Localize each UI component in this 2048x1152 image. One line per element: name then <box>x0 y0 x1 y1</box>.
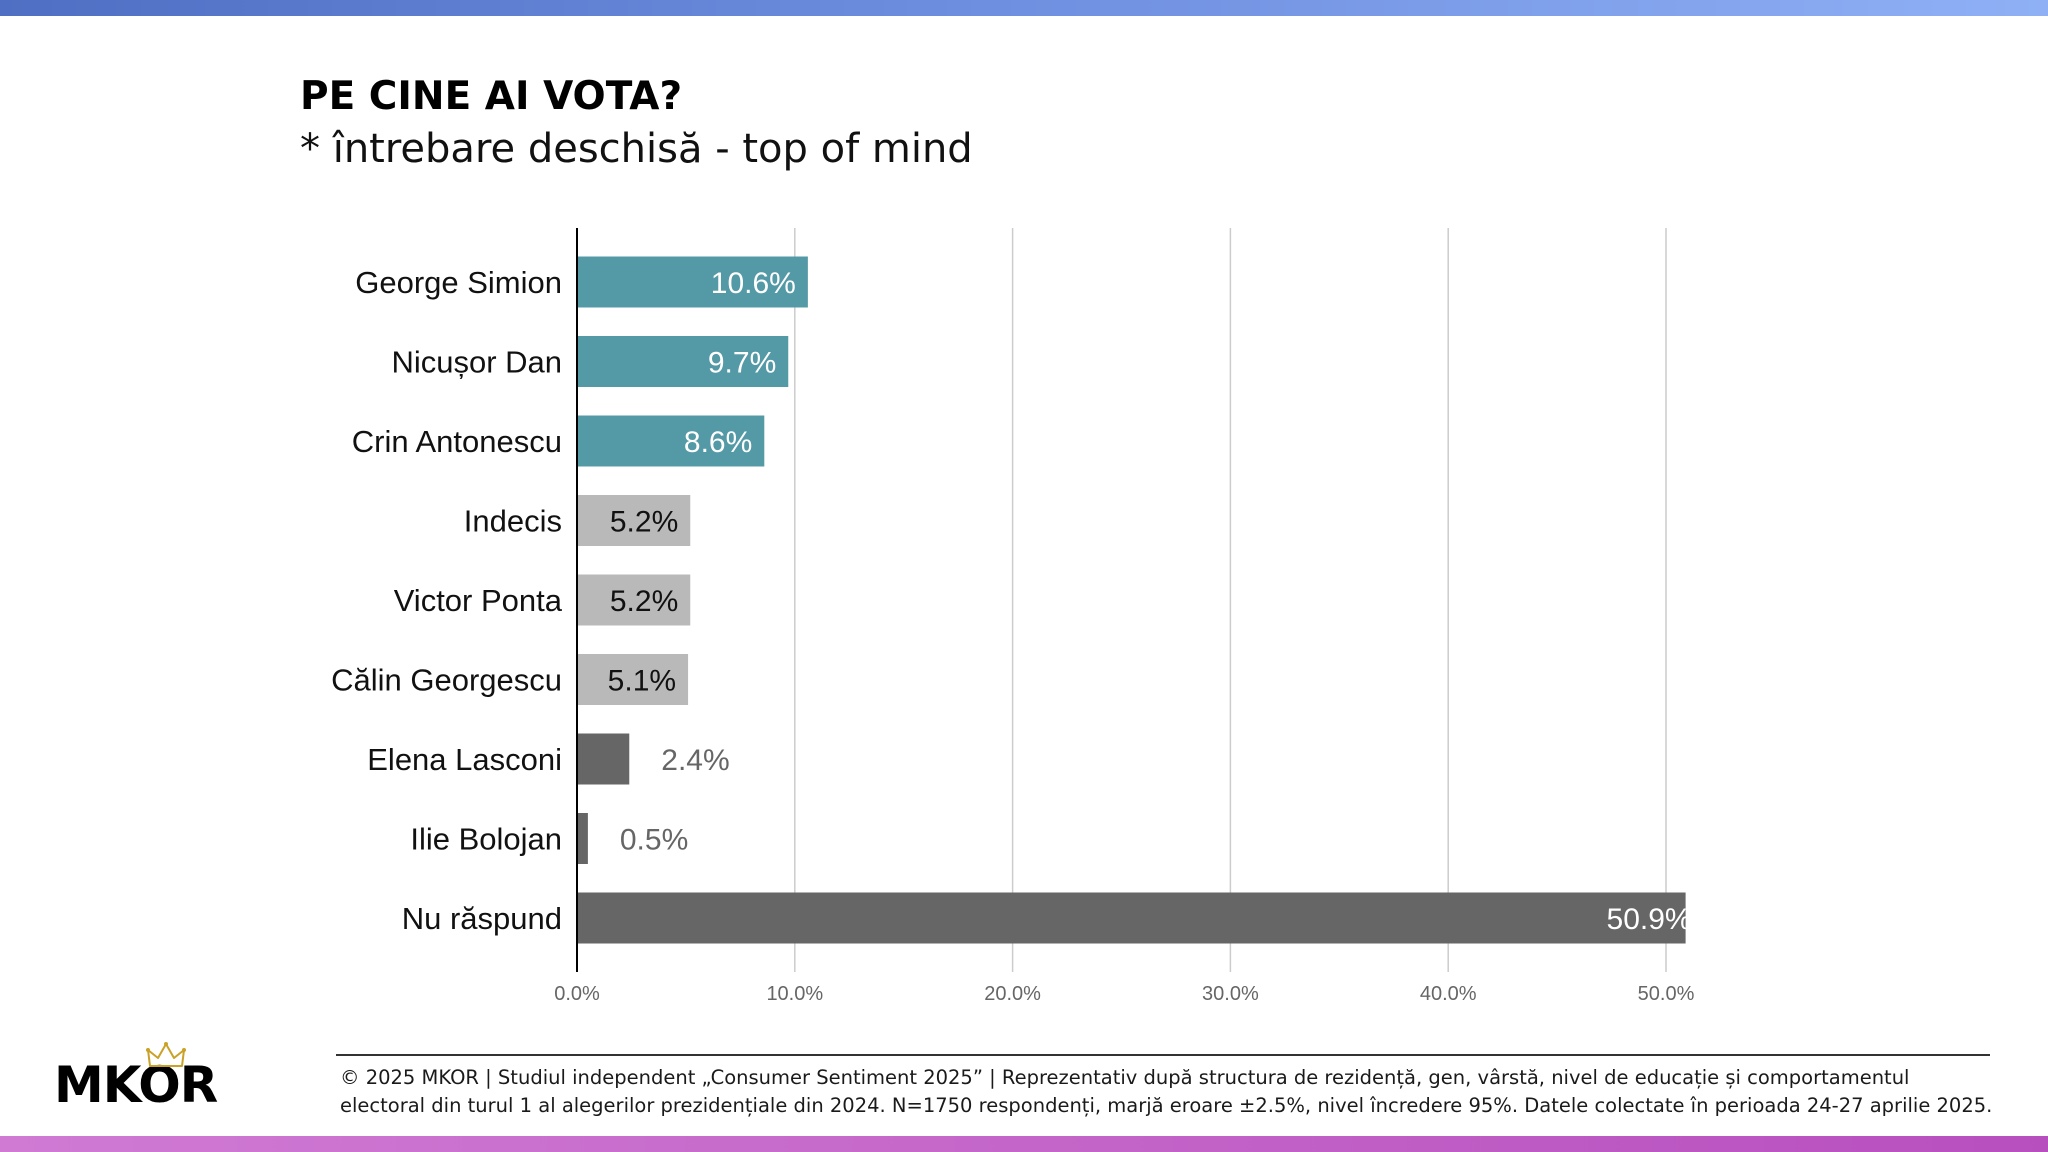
category-label: Victor Ponta <box>394 583 563 618</box>
x-tick-label: 10.0% <box>766 983 823 1005</box>
crown-icon <box>146 1042 186 1067</box>
footer-divider <box>336 1054 1990 1056</box>
bar <box>577 495 691 546</box>
bar <box>577 892 1686 944</box>
bars <box>577 256 1686 944</box>
category-label: Elena Lasconi <box>367 742 562 777</box>
bar <box>577 256 808 308</box>
top-accent-bar <box>0 0 2048 16</box>
bottom-accent-bar <box>0 1136 2048 1152</box>
bar-chart: George Simion Nicușor Dan Crin Antonescu In… <box>331 228 1695 1005</box>
value-label: 50.9% <box>1607 903 1692 936</box>
bar <box>577 733 630 785</box>
value-label: 5.2% <box>610 585 678 618</box>
x-tick-label: 20.0% <box>984 983 1041 1005</box>
bar <box>577 654 689 705</box>
category-label: Nicușor Dan <box>391 345 562 380</box>
mkor-logo: MKOR <box>54 1042 244 1114</box>
category-labels: George Simion Nicușor Dan Crin Antonescu In… <box>331 265 563 936</box>
bar <box>577 574 691 626</box>
x-tick-label: 50.0% <box>1638 983 1695 1005</box>
x-tick-label: 40.0% <box>1420 983 1477 1005</box>
value-label: 5.2% <box>610 506 678 539</box>
value-label: 5.1% <box>608 665 676 698</box>
x-tick-label: 0.0% <box>554 983 600 1005</box>
value-label: 9.7% <box>708 347 776 380</box>
category-label: George Simion <box>355 265 562 300</box>
bar <box>577 336 789 387</box>
category-label: Călin Georgescu <box>331 663 562 698</box>
value-label: 8.6% <box>684 426 752 459</box>
bar <box>577 813 588 864</box>
logo-wordmark: MKOR <box>54 1056 218 1114</box>
x-tick-label: 30.0% <box>1202 983 1259 1005</box>
category-label: Ilie Bolojan <box>410 822 562 857</box>
chart-subtitle: * întrebare deschisă - top of mind <box>300 126 973 172</box>
value-label: 10.6% <box>711 267 796 300</box>
x-axis-ticks: 0.0% 10.0% 20.0% 30.0% 40.0% 50.0% <box>554 983 1694 1005</box>
footer-note: © 2025 MKOR | Studiul independent „Consu… <box>340 1064 2000 1120</box>
value-labels: 10.6% 9.7% 8.6% 5.2% 5.2% 5.1% 2.4% 0.5% 50.9% <box>608 267 1692 936</box>
footer-line-1: © 2025 MKOR | Studiul independent „Consu… <box>340 1066 1910 1089</box>
footer-line-2: electoral din turul 1 al alegerilor prez… <box>340 1094 1993 1117</box>
category-label: Nu răspund <box>402 901 562 936</box>
category-label: Indecis <box>464 504 562 539</box>
value-label: 2.4% <box>661 744 729 777</box>
chart-title: PE CINE AI VOTA? <box>300 74 683 119</box>
bar <box>577 415 765 467</box>
category-label: Crin Antonescu <box>352 424 562 459</box>
gridlines <box>794 228 1667 972</box>
value-label: 0.5% <box>620 824 688 857</box>
